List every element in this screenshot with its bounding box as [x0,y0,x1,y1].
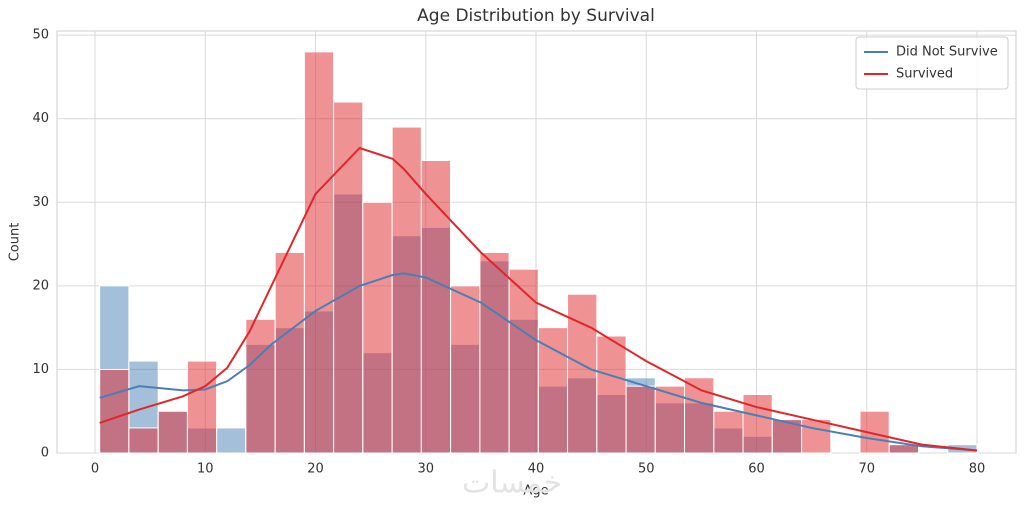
legend-label: Survived [896,67,953,82]
y-tick-label: 50 [32,28,49,43]
x-tick-label: 50 [638,462,655,477]
histogram-bar [391,126,422,454]
histogram-bar [186,360,218,454]
legend-label: Did Not Survive [896,45,998,60]
histogram-bar [596,335,627,454]
histogram-bar [450,285,481,454]
histogram-bar [216,427,247,454]
histogram-bar [567,293,598,454]
histogram-bar [801,419,832,454]
histogram-bar [303,51,335,454]
histogram-bar [157,410,188,454]
histogram-bar [713,410,744,454]
legend-box [855,36,1009,90]
x-tick-label: 70 [858,462,875,477]
y-tick-label: 30 [32,195,49,210]
x-tick-label: 40 [528,462,545,477]
histogram-bar [684,377,715,454]
chart-title: Age Distribution by Survival [417,6,655,26]
histogram-bar [537,327,569,454]
kde-line [99,146,978,452]
y-axis-label: Count [8,223,23,262]
y-tick-label: 40 [32,111,49,126]
histogram-bar [245,318,276,454]
x-tick-label: 30 [417,462,434,477]
histogram-bar [128,427,159,454]
histogram-bar [508,268,539,454]
x-tick-label: 60 [748,462,765,477]
x-tick-label: 10 [197,462,214,477]
x-axis-label: Age [523,484,548,499]
x-tick-label: 0 [91,462,99,477]
x-tick-label: 80 [969,462,986,477]
histogram-bar [420,160,452,454]
histogram-bar [99,368,130,454]
x-tick-label: 20 [307,462,324,477]
y-tick-label: 0 [41,446,49,461]
watermark: خمسات [462,466,562,501]
y-tick-label: 20 [32,278,49,293]
histogram-bar [888,444,920,454]
histogram-bar [362,201,393,454]
histogram-bar [274,251,305,454]
histogram-bar [625,385,656,454]
histogram-bar [333,101,364,454]
kde-line [99,272,978,452]
y-tick-label: 10 [32,362,49,377]
histogram-bar [479,251,510,454]
histogram-bar [654,385,686,454]
